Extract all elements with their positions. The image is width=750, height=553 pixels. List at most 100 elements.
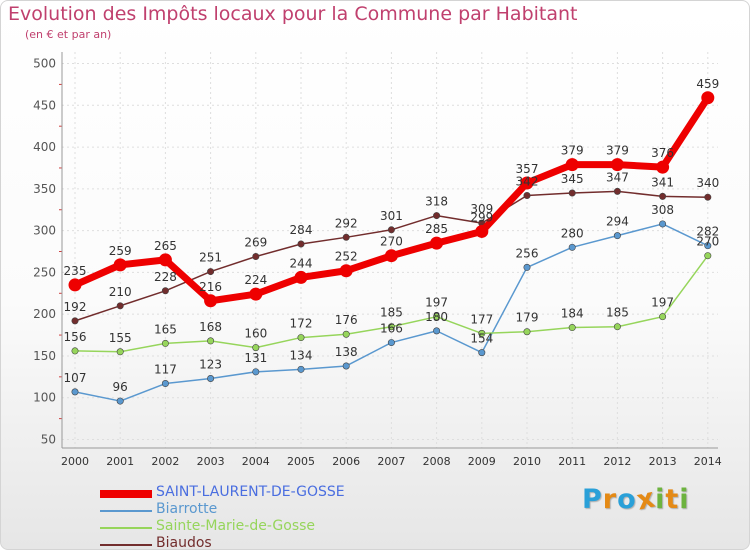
data-point-biarrotte (523, 263, 531, 271)
data-label-saint-laurent-de-gosse: 270 (380, 235, 403, 249)
data-point-biaudos (568, 189, 576, 197)
data-point-biaudos (342, 233, 350, 241)
data-label-biarrotte: 154 (470, 332, 493, 346)
x-tick-label: 2012 (603, 455, 631, 468)
data-label-biarrotte: 134 (290, 348, 313, 362)
data-label-sainte-marie-de-gosse: 197 (651, 296, 674, 310)
x-tick-label: 2001 (106, 455, 134, 468)
data-label-biarrotte: 166 (380, 322, 403, 336)
x-tick-label: 2003 (197, 455, 225, 468)
x-tick-label: 2010 (513, 455, 541, 468)
y-tick-label: 150 (33, 349, 56, 363)
y-tick-label: 250 (33, 265, 56, 279)
x-tick-label: 2013 (649, 455, 677, 468)
data-point-sainte-marie-de-gosse (116, 348, 124, 356)
data-point-saint-laurent-de-gosse (294, 270, 308, 284)
x-tick-label: 2008 (423, 455, 451, 468)
data-label-biaudos: 192 (64, 300, 87, 314)
x-tick-label: 2002 (151, 455, 179, 468)
data-point-biaudos (297, 240, 305, 248)
logo-letter: o (617, 484, 637, 515)
data-label-biarrotte: 131 (244, 351, 267, 365)
data-point-biarrotte (478, 349, 486, 357)
data-point-biarrotte (704, 242, 712, 250)
legend-swatch (100, 527, 152, 529)
data-label-biarrotte: 282 (696, 225, 719, 239)
data-label-saint-laurent-de-gosse: 379 (606, 144, 629, 158)
data-point-saint-laurent-de-gosse (158, 253, 172, 267)
logo-letter: P (582, 484, 603, 515)
data-point-biarrotte (387, 339, 395, 347)
data-point-sainte-marie-de-gosse (523, 328, 531, 336)
data-label-saint-laurent-de-gosse: 357 (516, 162, 539, 176)
data-point-biaudos (252, 253, 260, 261)
data-label-biarrotte: 294 (606, 215, 629, 229)
data-label-saint-laurent-de-gosse: 376 (651, 146, 674, 160)
data-label-biaudos: 318 (425, 195, 448, 209)
data-label-sainte-marie-de-gosse: 165 (154, 322, 177, 336)
data-label-biaudos: 341 (651, 175, 674, 189)
y-tick-label: 400 (33, 140, 56, 154)
y-tick-label: 350 (33, 182, 56, 196)
data-point-saint-laurent-de-gosse (610, 158, 624, 172)
x-tick-label: 2007 (377, 455, 405, 468)
data-point-biarrotte (613, 232, 621, 240)
data-label-saint-laurent-de-gosse: 285 (425, 222, 448, 236)
data-point-sainte-marie-de-gosse (613, 323, 621, 331)
data-label-biaudos: 228 (154, 270, 177, 284)
data-label-biarrotte: 123 (199, 358, 222, 372)
data-point-sainte-marie-de-gosse (659, 313, 667, 321)
data-point-saint-laurent-de-gosse (656, 160, 670, 174)
y-tick-label: 200 (33, 307, 56, 321)
logo-letter: r (602, 484, 618, 515)
data-point-sainte-marie-de-gosse (297, 334, 305, 342)
data-point-biarrotte (71, 388, 79, 396)
y-tick-label: 300 (33, 224, 56, 238)
data-point-sainte-marie-de-gosse (71, 347, 79, 355)
data-label-sainte-marie-de-gosse: 155 (109, 331, 132, 345)
data-point-biarrotte (342, 362, 350, 370)
data-point-biaudos (433, 212, 441, 220)
data-point-biarrotte (568, 243, 576, 251)
data-label-biarrotte: 256 (516, 246, 539, 260)
data-point-biaudos (704, 193, 712, 201)
data-label-biarrotte: 180 (425, 310, 448, 324)
data-label-biaudos: 269 (244, 236, 267, 250)
data-label-sainte-marie-de-gosse: 177 (470, 312, 493, 326)
data-point-saint-laurent-de-gosse (701, 91, 715, 105)
data-point-saint-laurent-de-gosse (430, 236, 444, 250)
data-point-biaudos (207, 268, 215, 276)
data-label-biaudos: 292 (335, 216, 358, 230)
data-point-biaudos (161, 287, 169, 295)
y-tick-label: 100 (33, 391, 56, 405)
data-label-sainte-marie-de-gosse: 197 (425, 296, 448, 310)
legend-swatch (100, 490, 152, 498)
data-point-saint-laurent-de-gosse (249, 287, 263, 301)
logo-letter: i (679, 484, 690, 515)
data-point-sainte-marie-de-gosse (252, 344, 260, 352)
data-label-biaudos: 284 (290, 223, 313, 237)
data-label-saint-laurent-de-gosse: 235 (64, 264, 87, 278)
data-label-biaudos: 309 (470, 202, 493, 216)
x-tick-label: 2005 (287, 455, 315, 468)
data-point-biarrotte (252, 368, 260, 376)
legend-label: Biaudos (156, 535, 212, 551)
data-point-biaudos (523, 192, 531, 200)
data-label-sainte-marie-de-gosse: 185 (606, 306, 629, 320)
data-label-sainte-marie-de-gosse: 156 (64, 330, 87, 344)
data-label-saint-laurent-de-gosse: 252 (335, 250, 358, 264)
data-label-sainte-marie-de-gosse: 168 (199, 320, 222, 334)
legend-swatch (100, 510, 152, 512)
data-point-sainte-marie-de-gosse (207, 337, 215, 345)
legend-swatch (100, 544, 152, 546)
data-label-sainte-marie-de-gosse: 179 (516, 311, 539, 325)
data-label-biarrotte: 107 (64, 371, 87, 385)
data-label-saint-laurent-de-gosse: 265 (154, 239, 177, 253)
x-tick-label: 2006 (332, 455, 360, 468)
data-label-biarrotte: 117 (154, 363, 177, 377)
data-point-saint-laurent-de-gosse (113, 258, 127, 272)
data-point-saint-laurent-de-gosse (384, 249, 398, 263)
proxiti-logo: Proxiti (582, 482, 690, 516)
